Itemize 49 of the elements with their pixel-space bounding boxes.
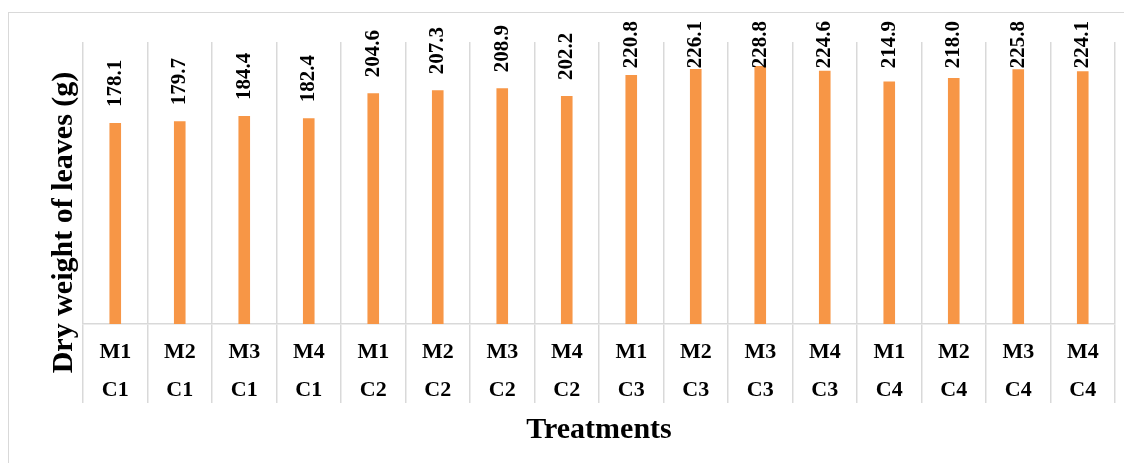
bar <box>689 68 702 324</box>
data-label: 218.0 <box>940 21 965 69</box>
data-label: 182.4 <box>295 54 320 103</box>
data-label: 228.8 <box>746 21 771 69</box>
x-tick-label: M2 C3 <box>679 337 712 401</box>
bar <box>560 95 573 324</box>
data-label: 204.6 <box>359 29 384 78</box>
x-tick-label: M4 C4 <box>1066 337 1099 401</box>
data-label: 225.8 <box>1004 21 1029 69</box>
data-label: 178.1 <box>101 59 126 108</box>
bar <box>173 121 186 324</box>
bar <box>625 74 638 324</box>
data-label: 208.9 <box>488 25 513 73</box>
bar <box>818 70 831 324</box>
x-tick-label: M1 C1 <box>99 337 132 401</box>
data-label: 226.1 <box>682 21 707 69</box>
data-label: 179.7 <box>166 58 191 106</box>
data-label: 224.1 <box>1069 21 1094 69</box>
data-label: 214.9 <box>875 21 900 69</box>
x-tick-label: M2 C4 <box>937 337 970 401</box>
data-label: 220.8 <box>617 21 642 69</box>
data-label: 224.6 <box>811 21 836 69</box>
bar <box>238 116 251 324</box>
x-tick-label: M4 C1 <box>292 337 325 401</box>
x-tick-label: M1 C2 <box>357 337 390 401</box>
x-tick-label: M3 C2 <box>486 337 519 401</box>
x-tick-label: M2 C1 <box>163 337 196 401</box>
x-tick-label: M1 C3 <box>615 337 648 401</box>
data-label: 202.2 <box>553 32 578 80</box>
bar <box>431 90 444 324</box>
data-label: 207.3 <box>424 26 449 75</box>
bar <box>947 78 960 324</box>
bar <box>302 118 315 324</box>
bar <box>1012 69 1025 324</box>
x-tick-label: M4 C3 <box>808 337 841 401</box>
data-label: 184.4 <box>230 52 255 100</box>
bar <box>883 81 896 324</box>
bar <box>496 88 509 324</box>
x-tick-label: M1 C4 <box>873 337 906 401</box>
x-tick-label: M3 C4 <box>1002 337 1035 401</box>
x-tick-label: M4 C2 <box>550 337 583 401</box>
y-axis-title: Dry weight of leaves (g) <box>45 71 79 374</box>
bar <box>109 123 122 324</box>
x-tick-label: M3 C1 <box>228 337 261 401</box>
bar <box>1076 71 1089 324</box>
x-tick-label: M3 C3 <box>744 337 777 401</box>
bar <box>367 93 380 324</box>
x-axis-title: Treatments <box>526 411 672 444</box>
x-tick-label: M2 C2 <box>421 337 454 401</box>
